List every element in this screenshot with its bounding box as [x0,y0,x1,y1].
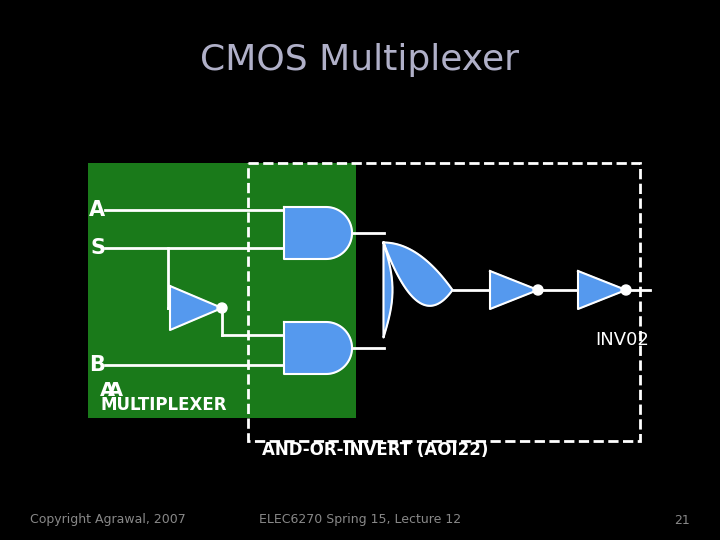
Text: 21: 21 [674,514,690,526]
Bar [248,163,640,441]
Polygon shape [384,242,452,338]
Polygon shape [284,207,352,259]
Polygon shape [578,271,626,309]
Text: ELEC6270 Spring 15, Lecture 12: ELEC6270 Spring 15, Lecture 12 [259,514,461,526]
Text: A: A [108,381,123,400]
Circle shape [621,285,631,295]
Text: AND-OR-INVERT (AOI22): AND-OR-INVERT (AOI22) [262,441,488,459]
Circle shape [533,285,543,295]
Polygon shape [170,286,222,330]
Polygon shape [284,322,352,374]
Text: S: S [90,238,105,258]
Text: Copyright Agrawal, 2007: Copyright Agrawal, 2007 [30,514,186,526]
Text: B: B [89,355,105,375]
Text: A: A [100,381,115,400]
Text: INV02: INV02 [595,331,649,349]
Circle shape [217,303,227,313]
Text: MULTIPLEXER: MULTIPLEXER [100,396,227,414]
Text: CMOS Multiplexer: CMOS Multiplexer [200,43,520,77]
Text: A: A [89,200,105,220]
Bar [88,163,356,418]
Polygon shape [490,271,538,309]
